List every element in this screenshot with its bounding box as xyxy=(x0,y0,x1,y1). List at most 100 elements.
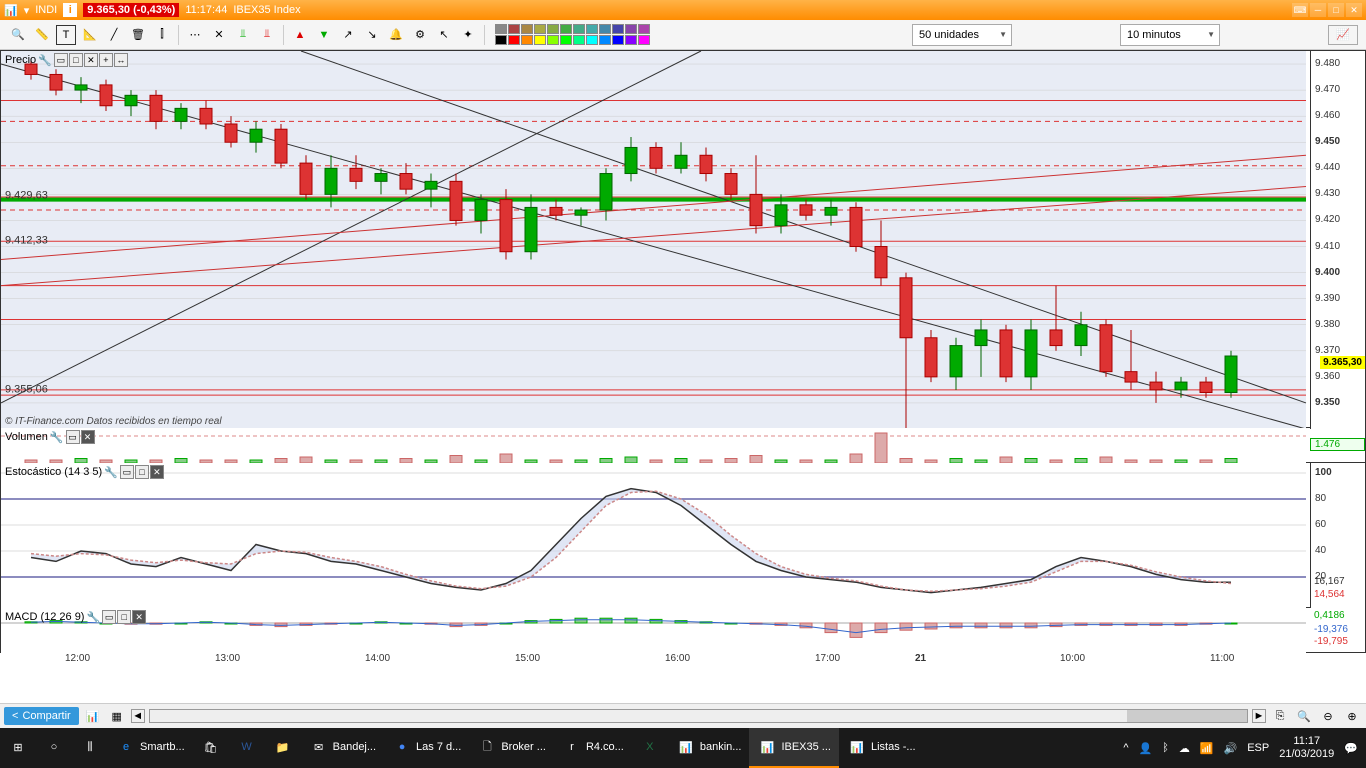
panel-close-icon[interactable]: ✕ xyxy=(132,610,146,624)
bluetooth-icon[interactable]: ᛒ xyxy=(1162,742,1169,754)
panel-max-icon[interactable]: □ xyxy=(117,610,131,624)
stoch-y-axis[interactable]: 2040608010016,16714,564 xyxy=(1310,463,1365,608)
svg-text:9.429,63: 9.429,63 xyxy=(5,189,48,201)
tray-up-icon[interactable]: ^ xyxy=(1123,742,1128,754)
panel-max-icon[interactable]: □ xyxy=(69,53,83,67)
price-y-axis[interactable]: 9.3509.3609.3709.3809.3909.4009.4109.420… xyxy=(1310,51,1365,429)
taskbar-item[interactable]: 📁 xyxy=(265,728,301,768)
fib-up-icon[interactable]: ▲ xyxy=(290,25,310,45)
crosshair-icon[interactable]: ✦ xyxy=(458,25,478,45)
cursor-icon[interactable]: ↖ xyxy=(434,25,454,45)
segment-icon[interactable]: ↘ xyxy=(362,25,382,45)
candle-icon[interactable]: 📊 xyxy=(83,706,103,726)
toolbar: 🔍 📏 T 📐 ╱ 🗑 ⫿ ⋯ ✕ ⫫ ⫫ ▲ ▼ ↗ ↘ 🔔 ⚙ ↖ ✦ 50… xyxy=(0,20,1366,50)
wifi-icon[interactable]: 📶 xyxy=(1200,742,1214,755)
volume-icon[interactable]: 🔊 xyxy=(1224,742,1238,755)
hline-icon[interactable]: ⋯ xyxy=(185,25,205,45)
time-axis[interactable]: 12:0013:0014:0015:0016:0017:002110:0011:… xyxy=(0,653,1311,673)
zoom-in-icon[interactable]: ⊕ xyxy=(1342,706,1362,726)
share-button[interactable]: < Compartir xyxy=(4,707,79,725)
taskbar-item[interactable]: ⊞ xyxy=(0,728,36,768)
price-panel[interactable]: 9.429,639.412,339.355,06 © IT-Finance.co… xyxy=(0,50,1366,428)
taskbar-item[interactable]: rR4.co... xyxy=(554,728,632,768)
taskbar-item[interactable]: 📊bankin... xyxy=(668,728,750,768)
alert-icon[interactable]: 🔔 xyxy=(386,25,406,45)
minimize-button[interactable]: ─ xyxy=(1310,3,1326,17)
settings-icon[interactable]: ⚙ xyxy=(410,25,430,45)
fib-dn-icon[interactable]: ▼ xyxy=(314,25,334,45)
chart-type-icon[interactable]: 📈 xyxy=(1328,25,1358,45)
stoch-label: Estocástico (14 3 5) xyxy=(5,466,102,478)
taskbar-item[interactable]: ●Las 7 d... xyxy=(384,728,469,768)
notifications-icon[interactable]: 💬 xyxy=(1344,742,1358,755)
grid-icon[interactable]: ▦ xyxy=(107,706,127,726)
panel-close-icon[interactable]: ✕ xyxy=(84,53,98,67)
taskbar-item[interactable]: 📊IBEX35 ... xyxy=(749,728,839,768)
text-icon[interactable]: T xyxy=(56,25,76,45)
wrench-icon[interactable]: 🔧 xyxy=(86,611,100,624)
people-icon[interactable]: 👤 xyxy=(1139,742,1153,755)
trash-icon[interactable]: 🗑 xyxy=(128,25,148,45)
channel-icon[interactable]: ⫫ xyxy=(233,25,253,45)
panel-min-icon[interactable]: ▭ xyxy=(54,53,68,67)
panel-min-icon[interactable]: ▭ xyxy=(102,610,116,624)
taskbar-item[interactable]: 🗋Broker ... xyxy=(469,728,554,768)
vertical-line-icon[interactable]: ⫿ xyxy=(152,25,172,45)
info-icon[interactable]: i xyxy=(63,3,77,17)
ray-icon[interactable]: ↗ xyxy=(338,25,358,45)
lang-icon[interactable]: ESP xyxy=(1247,742,1269,754)
panel-min-icon[interactable]: ▭ xyxy=(66,430,80,444)
macd-hist: -19,795 xyxy=(1310,636,1365,647)
macd-panel[interactable]: MACD (12 26 9) 🔧 ▭□✕ 0,4186 -19,376 -19,… xyxy=(0,608,1366,653)
taskbar-item[interactable]: ○ xyxy=(36,728,72,768)
volume-panel[interactable]: Volumen 🔧 ▭✕ 1.476 xyxy=(0,428,1366,463)
taskbar-item[interactable]: ✉Bandej... xyxy=(301,728,384,768)
macd-value: 0,4186 xyxy=(1310,610,1365,621)
symbol: INDI xyxy=(35,4,57,16)
clock[interactable]: 11:1721/03/2019 xyxy=(1279,735,1334,761)
close-button[interactable]: ✕ xyxy=(1346,3,1362,17)
zoom-icon[interactable]: 🔍 xyxy=(8,25,28,45)
zoom-out-icon[interactable]: ⊖ xyxy=(1318,706,1338,726)
scroll-left-button[interactable]: ◄ xyxy=(131,709,145,723)
taskbar-item[interactable]: eSmartb... xyxy=(108,728,193,768)
panel-add-icon[interactable]: + xyxy=(99,53,113,67)
cloud-icon[interactable]: ☁ xyxy=(1179,742,1190,755)
panel-close-icon[interactable]: ✕ xyxy=(81,430,95,444)
panel-min-icon[interactable]: ▭ xyxy=(120,465,134,479)
goto-icon[interactable]: ⎘ xyxy=(1270,706,1290,726)
taskbar-item[interactable]: 🛍 xyxy=(193,728,229,768)
taskbar-item[interactable]: 📊Listas -... xyxy=(839,728,924,768)
taskbar: ⊞○⫼eSmartb...🛍W📁✉Bandej...●Las 7 d...🗋Br… xyxy=(0,728,1366,768)
zoom-fit-icon[interactable]: 🔍 xyxy=(1294,706,1314,726)
maximize-button[interactable]: □ xyxy=(1328,3,1344,17)
ruler-icon[interactable]: 📏 xyxy=(32,25,52,45)
taskbar-item[interactable]: ⫼ xyxy=(72,728,108,768)
panel-max-icon[interactable]: □ xyxy=(135,465,149,479)
taskbar-item[interactable]: W xyxy=(229,728,265,768)
measure-icon[interactable]: 📐 xyxy=(80,25,100,45)
svg-text:9.355,06: 9.355,06 xyxy=(5,384,48,396)
wrench-icon[interactable]: 🔧 xyxy=(104,466,118,479)
panel-close-icon[interactable]: ✕ xyxy=(150,465,164,479)
interval-dropdown[interactable]: 10 minutos xyxy=(1120,24,1220,46)
scroll-right-button[interactable]: ► xyxy=(1252,709,1266,723)
taskbar-item[interactable]: X xyxy=(632,728,668,768)
trend-icon[interactable]: ⫫ xyxy=(257,25,277,45)
footer-bar: < Compartir 📊 ▦ ◄ ► ⎘ 🔍 ⊖ ⊕ xyxy=(0,703,1366,728)
system-tray[interactable]: ^ 👤 ᛒ ☁ 📶 🔊 ESP 11:1721/03/2019 💬 xyxy=(1115,735,1366,761)
cross-icon[interactable]: ✕ xyxy=(209,25,229,45)
keyboard-icon[interactable]: ⌨ xyxy=(1292,3,1308,17)
stochastic-panel[interactable]: Estocástico (14 3 5) 🔧 ▭□✕ 2040608010016… xyxy=(0,463,1366,608)
wrench-icon[interactable]: 🔧 xyxy=(38,54,52,67)
color-palette[interactable] xyxy=(495,24,650,45)
macd-label: MACD (12 26 9) xyxy=(5,611,84,623)
volume-label: Volumen xyxy=(5,431,48,443)
titlebar: 📊 ▾ INDI i 9.365,30 (-0,43%) 11:17:44 IB… xyxy=(0,0,1366,20)
scrollbar[interactable] xyxy=(149,709,1248,723)
units-dropdown[interactable]: 50 unidades xyxy=(912,24,1012,46)
price: 9.365,30 xyxy=(87,4,130,16)
panel-move-icon[interactable]: ↔ xyxy=(114,53,128,67)
line-icon[interactable]: ╱ xyxy=(104,25,124,45)
wrench-icon[interactable]: 🔧 xyxy=(50,431,64,444)
